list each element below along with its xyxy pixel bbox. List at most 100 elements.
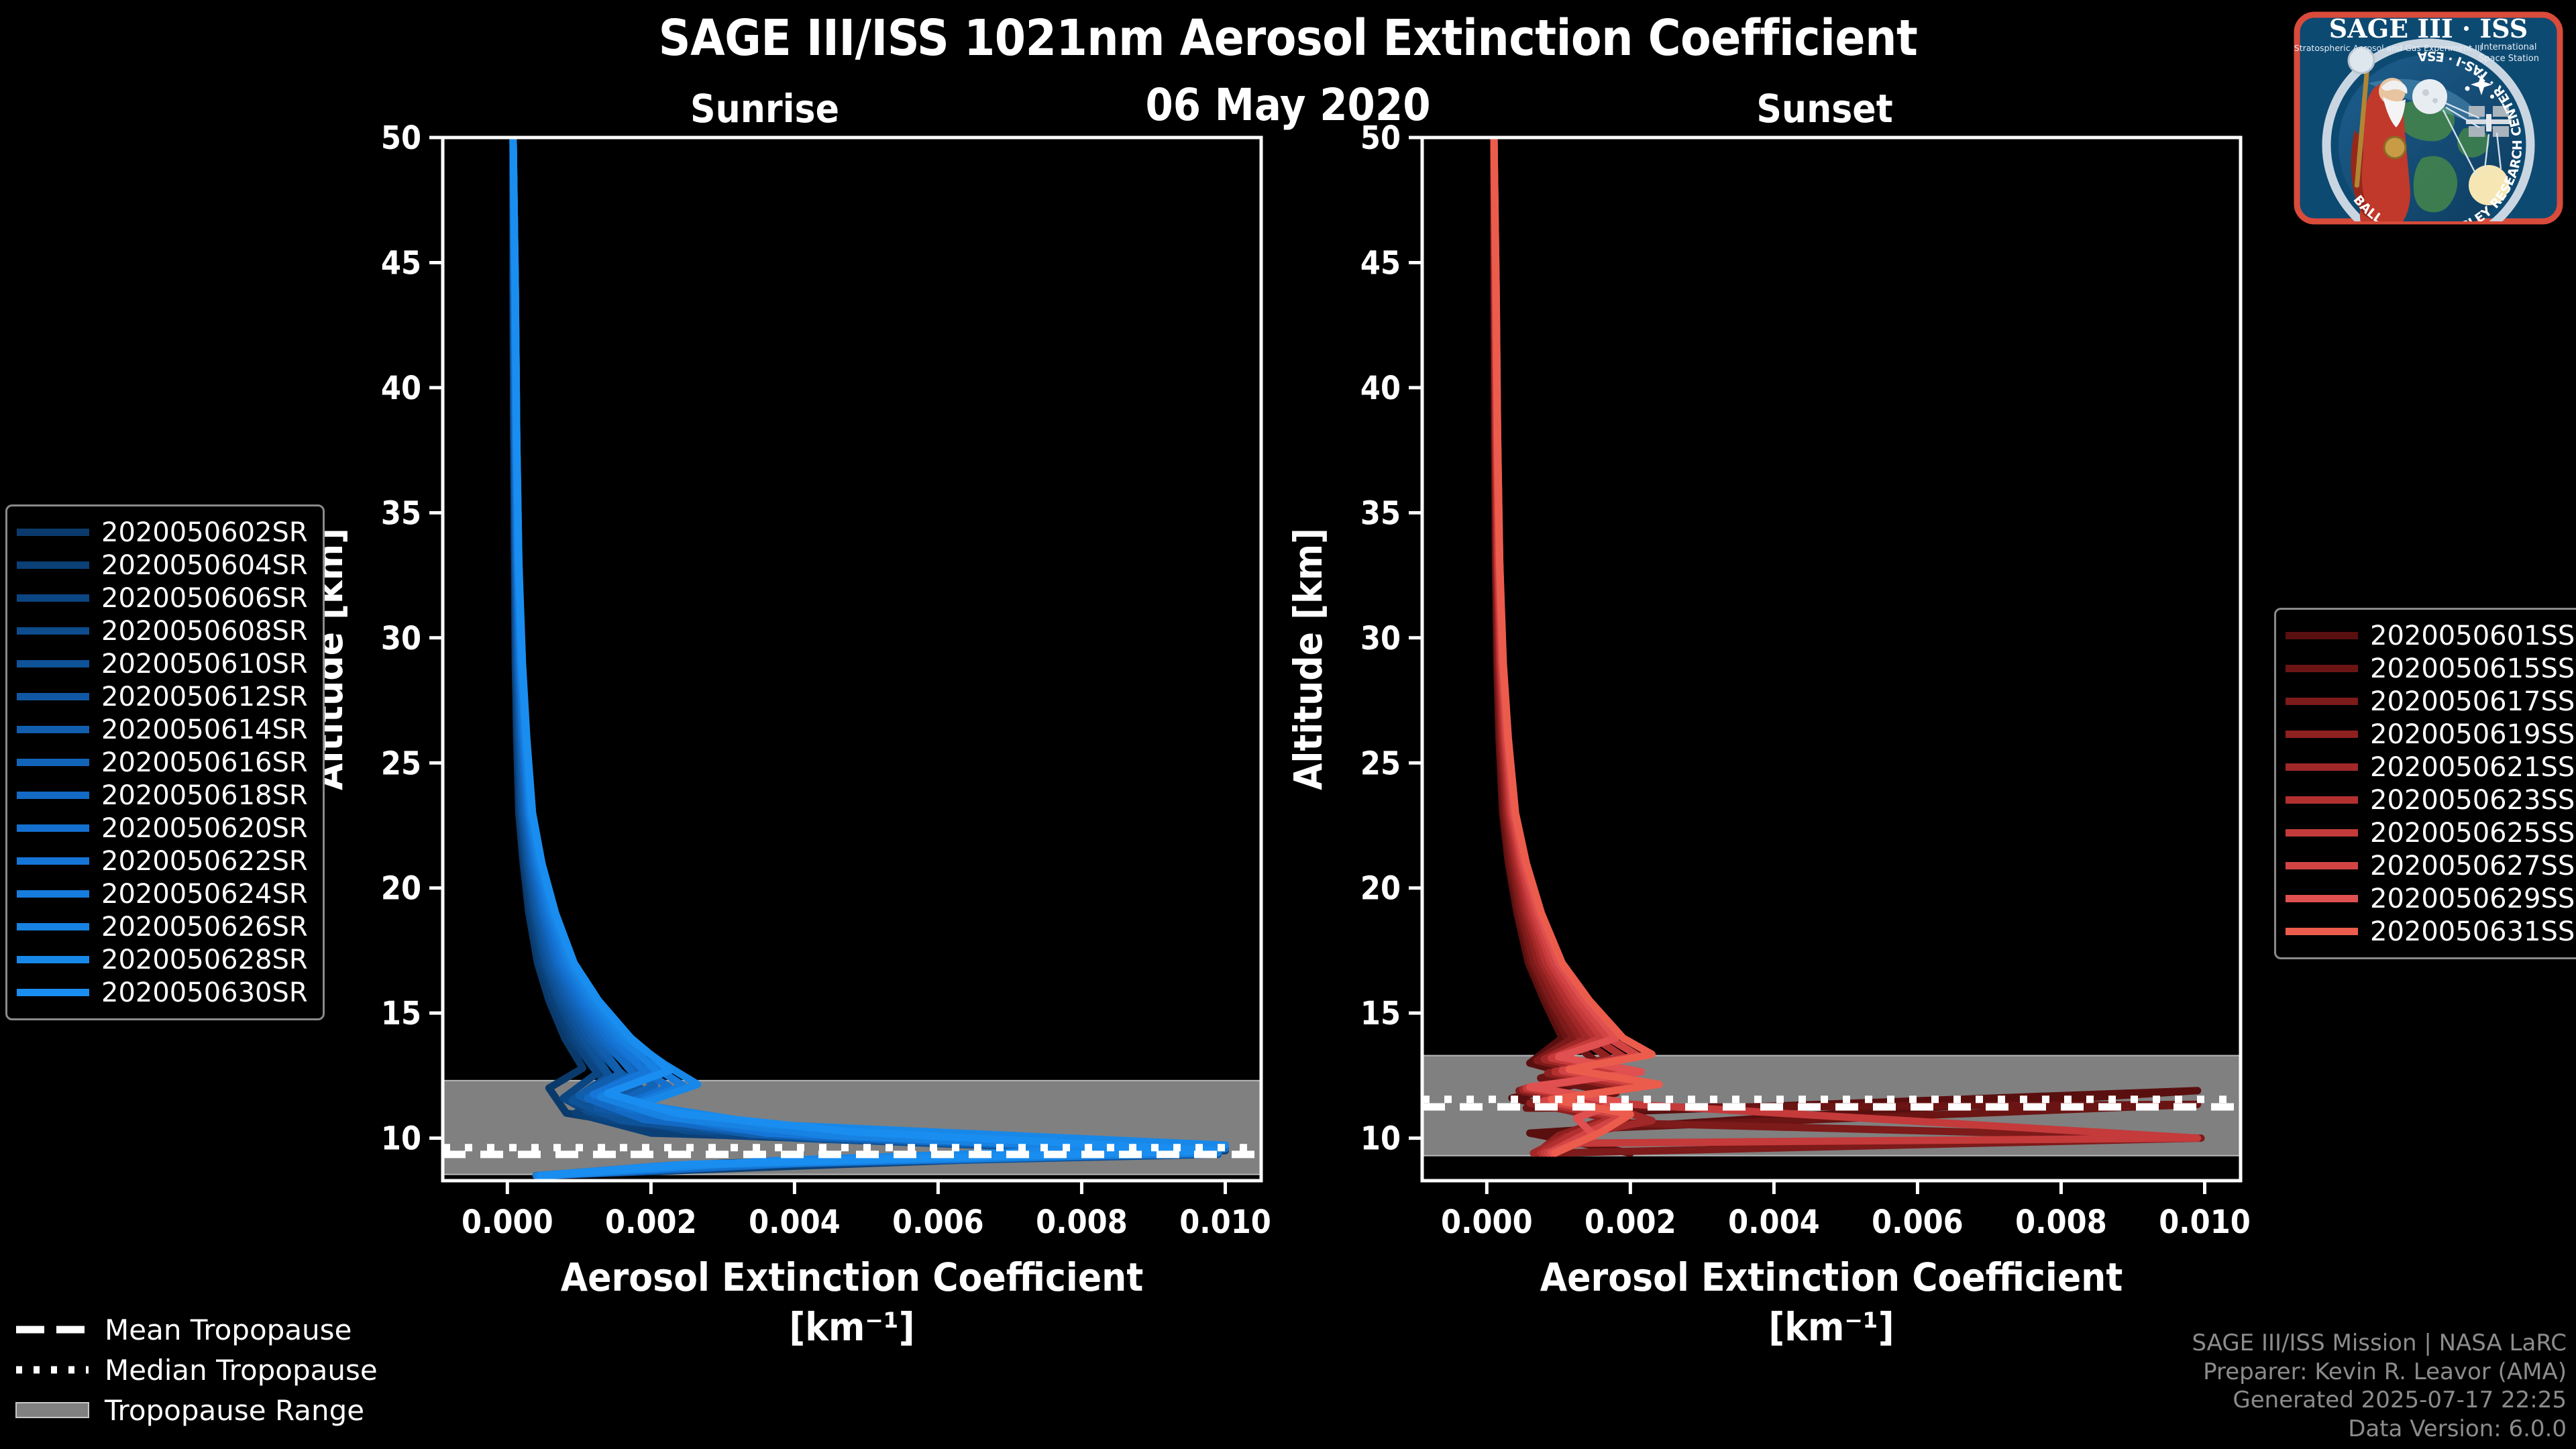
x-axis-title-line2: [km⁻¹] <box>1768 1304 1894 1350</box>
y-tick-label: 30 <box>381 620 421 657</box>
x-tick-label: 0.002 <box>1585 1203 1676 1241</box>
legend-color-swatch <box>2286 632 2358 639</box>
legend-item-median-tropopause: Median Tropopause <box>15 1350 378 1390</box>
y-tick-label: 35 <box>1360 494 1401 532</box>
legend-item[interactable]: 2020050630SR <box>17 976 308 1009</box>
legend-color-swatch <box>2286 862 2358 869</box>
legend-series-label: 2020050631SS <box>2370 916 2575 947</box>
legend-series-label: 2020050630SR <box>101 977 308 1008</box>
credits-block: SAGE III/ISS Mission | NASA LaRC Prepare… <box>2192 1329 2567 1444</box>
legend-series-label: 2020050619SS <box>2370 718 2575 750</box>
patch-continent-south <box>2413 156 2458 213</box>
legend-color-swatch <box>17 792 89 799</box>
legend-series-label: 2020050602SR <box>101 517 308 548</box>
x-tick-label: 0.004 <box>1728 1203 1820 1241</box>
legend-color-swatch <box>2286 928 2358 935</box>
legend-color-swatch <box>17 857 89 865</box>
patch-sight-lines <box>2442 102 2502 176</box>
legend-series-label: 2020050606SR <box>101 582 308 614</box>
legend-color-swatch <box>17 627 89 635</box>
legend-item[interactable]: 2020050629SS <box>2286 882 2575 915</box>
legend-item[interactable]: 2020050618SR <box>17 779 308 812</box>
legend-item[interactable]: 2020050615SS <box>2286 652 2575 685</box>
legend-series-label: 2020050625SS <box>2370 817 2575 849</box>
legend-series-label: 2020050620SR <box>101 812 308 844</box>
patch-moon <box>2412 79 2447 114</box>
legend-item[interactable]: 2020050621SS <box>2286 751 2575 784</box>
x-axis-title-line1: Aerosol Extinction Coefficient <box>1540 1254 2123 1300</box>
y-tick-label: 25 <box>381 745 421 782</box>
patch-star-small-2 <box>2490 95 2494 99</box>
y-tick-label: 15 <box>1360 995 1401 1032</box>
legend-color-swatch <box>17 923 89 930</box>
legend-item[interactable]: 2020050601SS <box>2286 619 2575 652</box>
legend-series-label: 2020050628SR <box>101 944 308 975</box>
legend-series-label: 2020050621SS <box>2370 751 2575 783</box>
legend-item[interactable]: 2020050622SR <box>17 845 308 877</box>
legend-series-label: 2020050616SR <box>101 747 308 778</box>
legend-item[interactable]: 2020050602SR <box>17 516 308 549</box>
legend-item[interactable]: 2020050624SR <box>17 877 308 910</box>
x-tick-label: 0.000 <box>1441 1203 1533 1241</box>
legend-series-label: 2020050601SS <box>2370 620 2575 651</box>
legend-series-label: 2020050622SR <box>101 845 308 877</box>
series-group <box>509 138 1229 1179</box>
legend-item[interactable]: 2020050623SS <box>2286 784 2575 816</box>
legend-item[interactable]: 2020050619SS <box>2286 718 2575 751</box>
y-axis-title: Altitude [km] <box>1288 528 1331 790</box>
legend-item[interactable]: 2020050612SR <box>17 680 308 713</box>
x-tick-label: 0.008 <box>2015 1203 2107 1241</box>
y-tick-label: 30 <box>1360 620 1401 657</box>
legend-series-label: 2020050626SR <box>101 911 308 943</box>
date-subtitle: 06 May 2020 <box>1145 79 1431 131</box>
mean-tropopause-dash-icon <box>16 1326 85 1334</box>
series-line-2020050630SR <box>509 138 1218 1179</box>
legend-item-mean-tropopause: Mean Tropopause <box>15 1309 378 1350</box>
y-tick-label: 50 <box>1360 119 1401 157</box>
plot-background <box>1422 138 2241 1181</box>
legend-color-swatch <box>2286 698 2358 705</box>
legend-item[interactable]: 2020050627SS <box>2286 849 2575 882</box>
x-tick-label: 0.004 <box>749 1203 841 1241</box>
legend-item[interactable]: 2020050625SS <box>2286 816 2575 849</box>
legend-series-label: 2020050624SR <box>101 878 308 910</box>
y-tick-label: 35 <box>381 494 421 532</box>
credits-line-4: Data Version: 6.0.0 <box>2348 1415 2567 1443</box>
credits-line-3: Generated 2025-07-17 22:25 <box>2233 1387 2567 1414</box>
y-tick-label: 20 <box>1360 870 1401 908</box>
x-tick-label: 0.006 <box>892 1203 984 1241</box>
credits-line-2: Preparer: Kevin R. Leavor (AMA) <box>2203 1358 2567 1385</box>
legend-item[interactable]: 2020050604SR <box>17 549 308 582</box>
legend-item[interactable]: 2020050606SR <box>17 582 308 614</box>
legend-item[interactable]: 2020050608SR <box>17 614 308 647</box>
patch-sage-figure <box>2347 46 2410 221</box>
legend-color-swatch <box>17 759 89 766</box>
legend-item[interactable]: 2020050617SS <box>2286 685 2575 718</box>
legend-item[interactable]: 2020050614SR <box>17 713 308 746</box>
y-tick-label: 25 <box>1360 745 1401 782</box>
legend-item[interactable]: 2020050626SR <box>17 910 308 943</box>
page-title: SAGE III/ISS 1021nm Aerosol Extinction C… <box>658 9 1918 67</box>
sunrise-plot-panel: 0.000 0.002 0.004 0.006 0.008 0.010 10 15 20 25 30… <box>306 119 1271 1350</box>
median-tropopause-dot-icon <box>16 1366 89 1374</box>
legend-series-label: 2020050618SR <box>101 780 308 811</box>
sunset-panel-title: Sunset <box>1756 86 1893 131</box>
legend-color-swatch <box>17 529 89 536</box>
legend-item[interactable]: 2020050628SR <box>17 943 308 976</box>
patch-sun <box>2469 165 2509 205</box>
legend-item[interactable]: 2020050616SR <box>17 746 308 779</box>
plot-frame <box>441 136 1263 1183</box>
legend-color-swatch <box>2286 895 2358 902</box>
y-tick-label: 20 <box>381 870 421 908</box>
legend-color-swatch <box>17 660 89 667</box>
legend-color-swatch <box>2286 665 2358 672</box>
legend-series-label: 2020050615SS <box>2370 653 2575 684</box>
legend-item[interactable]: 2020050610SR <box>17 647 308 680</box>
legend-series-label: 2020050610SR <box>101 648 308 680</box>
legend-item[interactable]: 2020050631SS <box>2286 915 2575 948</box>
mean-tropopause-label: Mean Tropopause <box>105 1313 352 1346</box>
legend-item[interactable]: 2020050620SR <box>17 812 308 845</box>
plot-svg: 0.000 0.002 0.004 0.006 0.008 0.010 10 15 20 25 30… <box>306 119 1271 1350</box>
legend-color-swatch <box>17 890 89 898</box>
plot-svg: 0.000 0.002 0.004 0.006 0.008 0.010 10 15 20 25 30… <box>1288 119 2251 1350</box>
